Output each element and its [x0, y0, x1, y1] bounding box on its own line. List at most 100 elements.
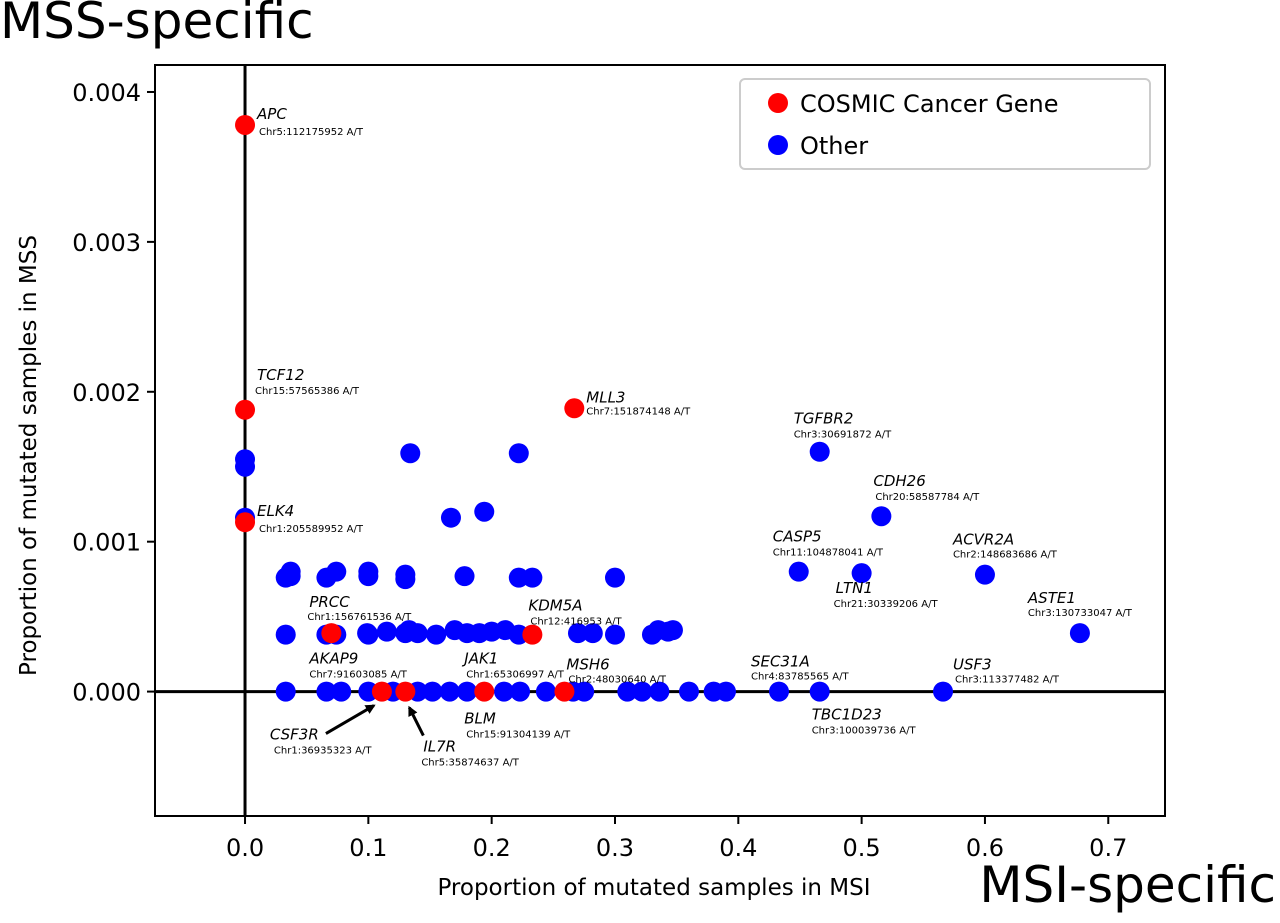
gene-label: JAK1 [461, 650, 498, 668]
mutation-label: Chr1:205589952 A/T [259, 524, 364, 535]
other-point [604, 624, 625, 645]
other-point [617, 681, 638, 702]
other-point [426, 624, 447, 645]
other-point [678, 681, 699, 702]
other-point [493, 681, 514, 702]
legend-box [739, 78, 1151, 170]
other-point [316, 681, 337, 702]
other-point [235, 456, 256, 477]
cosmic-point [522, 624, 543, 645]
gene-label: KDM5A [528, 597, 582, 615]
y-tick-label: 0.001 [72, 529, 141, 557]
gene-label: AKAP9 [308, 650, 358, 668]
other-point [422, 681, 443, 702]
gene-label: MSH6 [566, 656, 609, 674]
mutation-label: Chr1:36935323 A/T [274, 746, 372, 757]
other-point [510, 681, 531, 702]
other-point [454, 566, 475, 587]
other-point [632, 681, 653, 702]
y-tick-label: 0.004 [72, 79, 141, 107]
other-point [933, 681, 954, 702]
msi-specific-label: MSI-specific [979, 856, 1276, 914]
cosmic-point [321, 623, 342, 644]
other-point [649, 681, 670, 702]
other-point [440, 507, 461, 528]
mutation-label: Chr21:30339206 A/T [834, 599, 939, 610]
other-point [604, 567, 625, 588]
gene-label: CASP5 [773, 528, 822, 546]
legend-entry-label: Other [800, 132, 868, 160]
cosmic-point [235, 512, 256, 533]
other-point [474, 501, 495, 522]
gene-label: CSF3R [270, 726, 319, 744]
csf3r-arrow [325, 704, 376, 735]
gene-label: SEC31A [751, 653, 810, 671]
il7r-arrow [408, 705, 425, 737]
legend-marker [768, 93, 788, 113]
other-point [275, 624, 296, 645]
gene-label: ACVR2A [952, 531, 1014, 549]
other-point [851, 563, 872, 584]
axes: 0.0 0.1 0.2 0.3 0.4 0.5 0.6 0.7 0.000 0.001 0.002 0… [16, 64, 1166, 901]
other-point [358, 624, 379, 645]
gene-label: TGFBR2 [794, 410, 854, 428]
legend-marker [768, 135, 788, 155]
x-tick-label: 0.0 [226, 834, 264, 862]
mutation-label: Chr1:156761536 A/T [307, 612, 412, 623]
mutation-label: Chr5:35874637 A/T [421, 758, 519, 769]
other-point [522, 567, 543, 588]
cosmic-point [554, 681, 575, 702]
x-tick-label: 0.2 [473, 834, 511, 862]
cosmic-point [235, 399, 256, 420]
gene-label: IL7R [423, 738, 456, 756]
gene-label: USF3 [953, 656, 992, 674]
gene-label: LTN1 [836, 579, 873, 597]
mutation-label: Chr3:130733047 A/T [1028, 608, 1133, 619]
other-point [974, 564, 995, 585]
other-point [508, 443, 529, 464]
mutation-label: Chr12:416953 A/T [530, 617, 622, 628]
other-point [407, 623, 428, 644]
gene-annotations: APC Chr5:112175952 A/T TCF12 Chr15:57565386… [255, 105, 1133, 769]
gene-label: TCF12 [257, 366, 304, 384]
cosmic-point [371, 681, 392, 702]
gene-label: MLL3 [586, 388, 625, 406]
mutation-label: Chr15:57565386 A/T [255, 386, 360, 397]
mutation-label: Chr4:83785565 A/T [751, 672, 849, 683]
x-tick-label: 0.3 [596, 834, 634, 862]
mutation-label: Chr2:48030640 A/T [568, 675, 666, 686]
mutation-label: Chr3:30691872 A/T [794, 430, 892, 441]
x-tick-label: 0.7 [1089, 834, 1127, 862]
other-point [1069, 623, 1090, 644]
other-point [326, 561, 347, 582]
gene-label: BLM [464, 710, 496, 728]
cosmic-point [474, 681, 495, 702]
data-points [235, 114, 1090, 702]
other-point [358, 561, 379, 582]
other-point [809, 441, 830, 462]
cosmic-point [235, 114, 256, 135]
gene-label: APC [256, 105, 287, 123]
other-point [400, 443, 421, 464]
y-tick-label: 0.000 [72, 679, 141, 707]
x-axis-label: Proportion of mutated samples in MSI [437, 875, 870, 901]
mutation-label: Chr11:104878041 A/T [773, 548, 884, 559]
mutation-label: Chr1:65306997 A/T [466, 670, 564, 681]
other-point [574, 681, 595, 702]
gene-label: CDH26 [873, 472, 925, 490]
gene-label: ASTE1 [1027, 589, 1076, 607]
other-point [582, 623, 603, 644]
other-point [809, 681, 830, 702]
other-point [662, 620, 683, 641]
other-point [275, 681, 296, 702]
other-point [439, 681, 460, 702]
gene-label: ELK4 [257, 502, 294, 520]
legend-entry-label: COSMIC Cancer Gene [800, 90, 1059, 118]
x-tick-label: 0.1 [349, 834, 387, 862]
mutation-label: Chr2:148683686 A/T [953, 550, 1058, 561]
x-tick-label: 0.5 [843, 834, 881, 862]
y-tick-label: 0.003 [72, 229, 141, 257]
gene-label: TBC1D23 [812, 706, 882, 724]
mutation-label: Chr5:112175952 A/T [259, 127, 364, 138]
